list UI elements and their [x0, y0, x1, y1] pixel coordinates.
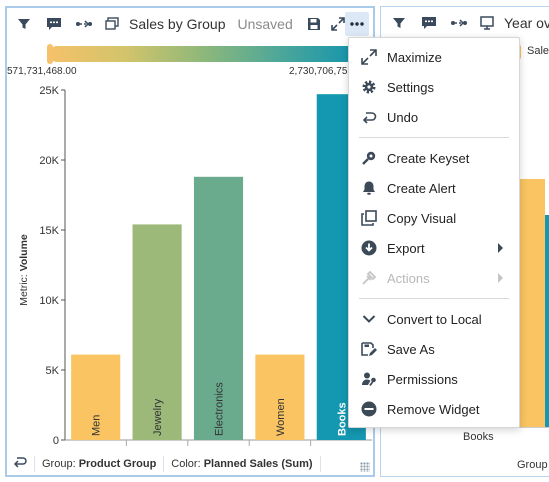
menu-item-label: Remove Widget	[387, 401, 480, 417]
bar-men	[71, 354, 121, 440]
gradient-min-handle[interactable]	[47, 44, 53, 64]
widget-footer: Group: Product Group Color: Planned Sale…	[7, 453, 373, 475]
comment-icon[interactable]	[43, 13, 65, 35]
menu-item-label: Settings	[387, 79, 434, 95]
save-icon[interactable]	[303, 13, 325, 35]
menu-item-permissions[interactable]: Permissions	[349, 365, 519, 393]
menu-item-maximize[interactable]: Maximize	[349, 43, 519, 71]
menu-item-label: Permissions	[387, 371, 458, 387]
menu-item-remove-widget[interactable]: Remove Widget	[349, 395, 519, 423]
bell-icon	[359, 179, 379, 197]
menu-item-label: Convert to Local	[387, 311, 482, 327]
widget-context-menu: Maximize Settings Undo Create Keyset Cre…	[348, 37, 520, 428]
maximize-icon	[359, 48, 379, 66]
menu-item-label: Save As	[387, 341, 435, 357]
bar-women	[255, 354, 305, 440]
menu-item-label: Copy Visual	[387, 210, 457, 226]
remove-icon	[359, 400, 379, 418]
footer-color-prefix: Color:	[171, 458, 204, 470]
y-tick-label: 0	[53, 435, 59, 447]
link-icon[interactable]	[448, 12, 470, 34]
bar-electronics	[193, 176, 244, 441]
user-key-icon	[359, 370, 379, 388]
menu-divider	[359, 137, 509, 138]
menu-item-export[interactable]: Export	[349, 234, 519, 262]
footer-group-value: Product Group	[78, 458, 157, 470]
widget2-bar-yellow	[519, 179, 545, 427]
visual-icon[interactable]	[101, 13, 123, 35]
widget-sales-by-group: Sales by Group Unsaved 571,731,468.00 2,…	[5, 6, 375, 477]
widget1-toolbar: Sales by Group Unsaved	[7, 8, 373, 40]
menu-item-convert-to-local[interactable]: Convert to Local	[349, 305, 519, 333]
y-tick-label: 20K	[39, 155, 59, 167]
comment-icon[interactable]	[418, 12, 440, 34]
widget2-toolbar: Year ov	[381, 7, 549, 39]
actions-icon	[359, 269, 379, 287]
gear-icon	[359, 78, 379, 96]
y-tick-label: 15K	[39, 225, 59, 237]
chevron-down-icon	[359, 310, 379, 328]
bar-label: Books	[336, 402, 348, 436]
widget2-bar-teal	[545, 215, 549, 427]
bar-label: Jewelry	[152, 398, 164, 436]
widget2-legend-label: Sale	[527, 45, 549, 57]
menu-item-copy-visual[interactable]: Copy Visual	[349, 204, 519, 232]
widget-title: Sales by Group	[129, 16, 226, 32]
bar-chart: 0 5K 10K 15K 20K 25K Men Jewelry Electronics Wome…	[39, 85, 372, 447]
undo-icon	[359, 108, 379, 126]
menu-item-label: Create Alert	[387, 180, 456, 196]
save-as-icon	[359, 340, 379, 358]
menu-item-label: Export	[387, 240, 425, 256]
footer-group-prefix: Group:	[42, 458, 79, 470]
key-icon	[359, 149, 379, 167]
y-tick-label: 5K	[46, 365, 60, 377]
menu-item-label: Undo	[387, 109, 419, 125]
expand-icon[interactable]	[327, 13, 349, 35]
menu-item-label: Actions	[387, 270, 430, 286]
gradient-max-label: 2,730,706,75	[289, 66, 348, 77]
gradient-min-label: 571,731,468.00	[7, 66, 77, 77]
menu-item-label: Maximize	[387, 49, 442, 65]
menu-item-label: Create Keyset	[387, 150, 470, 166]
footer-group[interactable]: Group: Product Group	[34, 456, 165, 472]
ellipsis-icon	[350, 22, 364, 26]
menu-item-create-alert[interactable]: Create Alert	[349, 174, 519, 202]
bar-jewelry	[132, 224, 182, 440]
more-options-button[interactable]	[345, 12, 369, 36]
submenu-arrow-icon	[498, 273, 503, 283]
color-gradient-legend	[49, 46, 355, 62]
submenu-arrow-icon	[498, 243, 503, 253]
footer-undo-icon[interactable]	[7, 456, 34, 472]
visual-icon[interactable]	[476, 12, 498, 34]
widget2-footer: Group	[517, 459, 548, 471]
bar-label: Women	[275, 398, 287, 436]
menu-item-settings[interactable]: Settings	[349, 73, 519, 101]
menu-item-create-keyset[interactable]: Create Keyset	[349, 144, 519, 172]
filter-icon[interactable]	[388, 12, 410, 34]
unsaved-status: Unsaved	[237, 16, 293, 32]
menu-item-actions: Actions	[349, 264, 519, 292]
footer-color[interactable]: Color: Planned Sales (Sum)	[164, 456, 321, 472]
copy-icon	[359, 209, 379, 227]
menu-divider	[359, 298, 509, 299]
link-icon[interactable]	[73, 13, 95, 35]
widget2-x-label: Books	[463, 431, 494, 443]
bar-label: Men	[91, 415, 103, 436]
y-tick-label: 25K	[39, 85, 59, 97]
footer-color-value: Planned Sales (Sum)	[203, 458, 313, 470]
y-tick-label: 10K	[39, 295, 59, 307]
widget2-title: Year ov	[504, 15, 549, 31]
filter-icon[interactable]	[13, 13, 35, 35]
menu-item-undo[interactable]: Undo	[349, 103, 519, 131]
download-icon	[359, 239, 379, 257]
resize-handle-icon[interactable]	[360, 462, 370, 472]
menu-item-save-as[interactable]: Save As	[349, 335, 519, 363]
bar-label: Electronics	[214, 382, 226, 436]
